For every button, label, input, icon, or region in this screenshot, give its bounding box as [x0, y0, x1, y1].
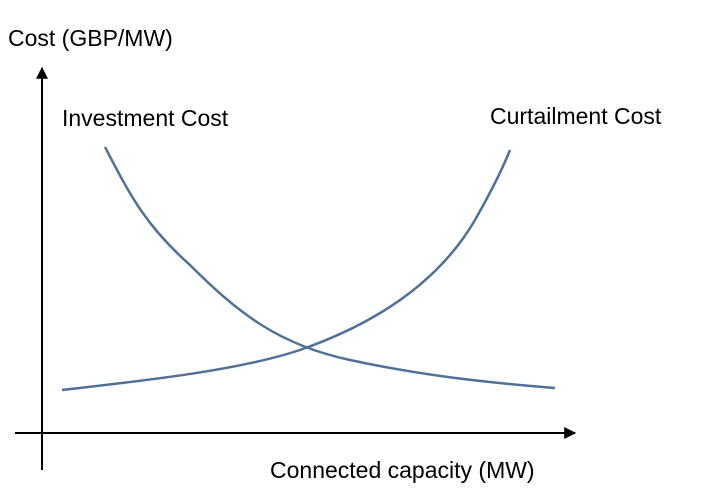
curve-label: Curtailment Cost: [490, 103, 662, 129]
x-axis-label: Connected capacity (MW): [270, 457, 535, 483]
y-axis-label: Cost (GBP/MW): [8, 25, 173, 51]
curtailment-cost-curve: [61, 149, 512, 392]
curve-label: Investment Cost: [62, 105, 229, 131]
investment-cost-curve: [103, 146, 556, 390]
